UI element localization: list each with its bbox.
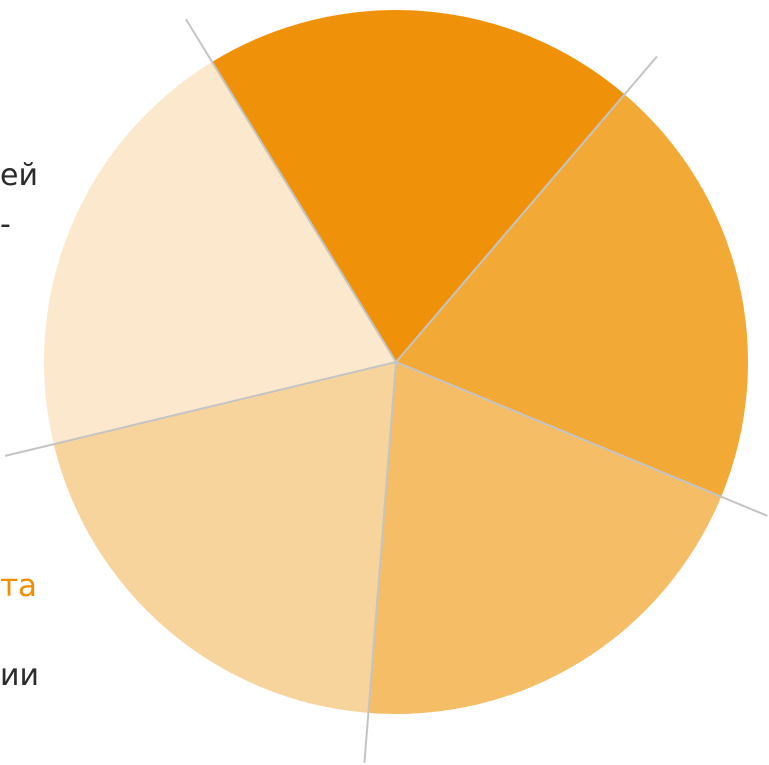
pie-slice-5 <box>43 61 396 445</box>
slice-divider-5 <box>4 361 397 457</box>
cropped-text-line-4: ии <box>0 658 39 693</box>
cropped-text-line-1: ей <box>0 158 38 193</box>
slice-divider-3 <box>395 361 768 517</box>
pie-slices <box>43 9 748 715</box>
slice-divider-1 <box>185 18 397 363</box>
cropped-text-line-2: - <box>0 207 11 242</box>
pie-slice-4 <box>53 362 396 713</box>
slice-dividers <box>4 18 768 763</box>
pie-slice-1 <box>212 9 625 362</box>
slice-divider-2 <box>395 55 658 363</box>
cropped-accent-heading: та <box>0 568 38 604</box>
slice-divider-4 <box>363 361 397 763</box>
pie-slice-3 <box>368 362 722 715</box>
pie-slice-2 <box>396 94 748 497</box>
